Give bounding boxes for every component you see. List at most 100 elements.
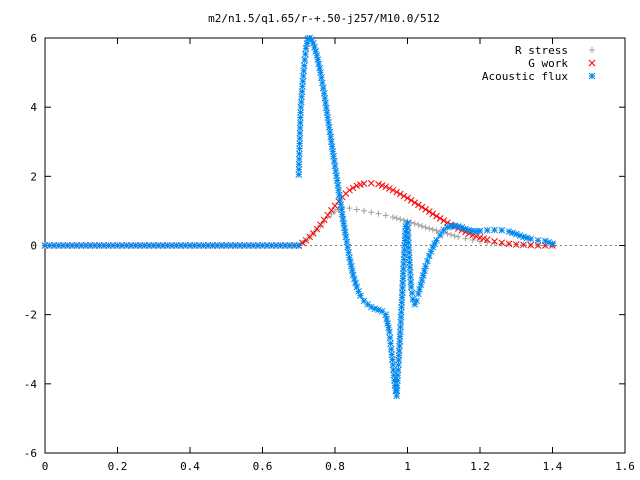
legend-marker bbox=[588, 72, 596, 80]
data-point bbox=[118, 242, 126, 249]
data-point bbox=[409, 295, 417, 303]
data-point bbox=[333, 172, 340, 179]
data-point bbox=[418, 276, 426, 284]
data-point bbox=[177, 242, 185, 249]
data-point bbox=[299, 83, 306, 90]
data-point bbox=[346, 205, 353, 212]
data-point bbox=[318, 74, 325, 82]
data-point bbox=[386, 334, 394, 342]
data-point bbox=[498, 226, 506, 234]
data-point bbox=[454, 223, 462, 230]
data-point bbox=[297, 109, 304, 116]
data-point bbox=[154, 242, 162, 249]
data-point bbox=[209, 242, 217, 249]
legend-label: R stress bbox=[515, 44, 568, 57]
data-point bbox=[349, 271, 357, 279]
data-point bbox=[302, 50, 309, 58]
data-point bbox=[325, 123, 333, 131]
data-point bbox=[411, 220, 418, 227]
data-point bbox=[465, 230, 473, 237]
data-point bbox=[343, 238, 351, 246]
y-tick-label: -2 bbox=[24, 309, 37, 322]
data-point bbox=[290, 242, 298, 249]
data-point bbox=[334, 181, 342, 189]
data-point bbox=[407, 273, 414, 281]
data-point bbox=[342, 233, 350, 241]
data-point bbox=[462, 225, 469, 233]
data-point bbox=[300, 62, 308, 70]
data-point bbox=[408, 289, 416, 297]
data-point bbox=[168, 242, 176, 249]
data-point bbox=[440, 226, 448, 234]
data-point bbox=[405, 249, 413, 257]
data-point bbox=[245, 242, 253, 249]
x-tick-label: 0.2 bbox=[108, 460, 128, 473]
data-point bbox=[367, 179, 375, 187]
data-point bbox=[384, 319, 391, 327]
data-point bbox=[416, 285, 423, 293]
data-point bbox=[407, 197, 415, 204]
data-point bbox=[401, 241, 409, 249]
data-point bbox=[55, 242, 62, 249]
data-point bbox=[451, 222, 458, 230]
data-point bbox=[335, 186, 342, 194]
data-point bbox=[425, 208, 433, 215]
data-point bbox=[498, 239, 506, 247]
data-point bbox=[109, 242, 117, 249]
data-point bbox=[141, 242, 149, 249]
y-tick-label: 6 bbox=[30, 32, 37, 45]
data-point bbox=[296, 145, 303, 153]
data-point bbox=[390, 214, 396, 221]
data-point bbox=[429, 210, 437, 218]
data-point bbox=[159, 242, 167, 249]
data-point bbox=[545, 239, 553, 246]
data-point bbox=[389, 356, 396, 363]
data-point bbox=[491, 226, 498, 234]
data-point bbox=[411, 199, 419, 206]
data-point bbox=[317, 69, 324, 76]
data-point bbox=[433, 227, 440, 234]
data-point bbox=[308, 36, 315, 44]
data-point bbox=[100, 242, 108, 249]
data-point bbox=[527, 241, 535, 249]
data-point bbox=[404, 219, 411, 227]
legend-label: Acoustic flux bbox=[482, 70, 568, 83]
data-point bbox=[341, 224, 348, 232]
data-point bbox=[393, 382, 401, 389]
data-point bbox=[375, 306, 382, 314]
data-point bbox=[150, 242, 158, 249]
data-point bbox=[444, 223, 451, 231]
data-point bbox=[277, 242, 284, 249]
data-point bbox=[311, 43, 318, 51]
data-point bbox=[391, 377, 398, 384]
data-point bbox=[86, 242, 94, 249]
series-marks bbox=[41, 34, 556, 400]
y-tick-label: 2 bbox=[30, 170, 37, 183]
data-point bbox=[299, 239, 306, 247]
data-point bbox=[350, 275, 358, 283]
data-point bbox=[304, 35, 312, 43]
data-point bbox=[400, 265, 407, 273]
data-point bbox=[347, 262, 355, 270]
data-point bbox=[383, 315, 391, 323]
data-point bbox=[145, 242, 153, 249]
data-point bbox=[338, 206, 345, 213]
data-point bbox=[415, 290, 422, 298]
data-point bbox=[484, 239, 491, 246]
data-point bbox=[295, 155, 303, 163]
data-point bbox=[417, 281, 425, 289]
x-tick-label: 1.2 bbox=[470, 460, 490, 473]
data-point bbox=[388, 351, 396, 358]
data-point bbox=[523, 234, 531, 242]
data-point bbox=[355, 287, 362, 295]
data-point bbox=[473, 227, 480, 235]
data-point bbox=[375, 180, 382, 188]
data-point bbox=[422, 224, 429, 231]
data-point bbox=[367, 303, 375, 311]
data-point bbox=[393, 215, 400, 222]
data-point bbox=[315, 60, 323, 68]
chart-title: m2/n1.5/q1.65/r-+.50-j257/M10.0/512 bbox=[208, 12, 440, 25]
data-point bbox=[400, 251, 408, 258]
data-point bbox=[163, 242, 171, 249]
data-point bbox=[406, 264, 414, 271]
